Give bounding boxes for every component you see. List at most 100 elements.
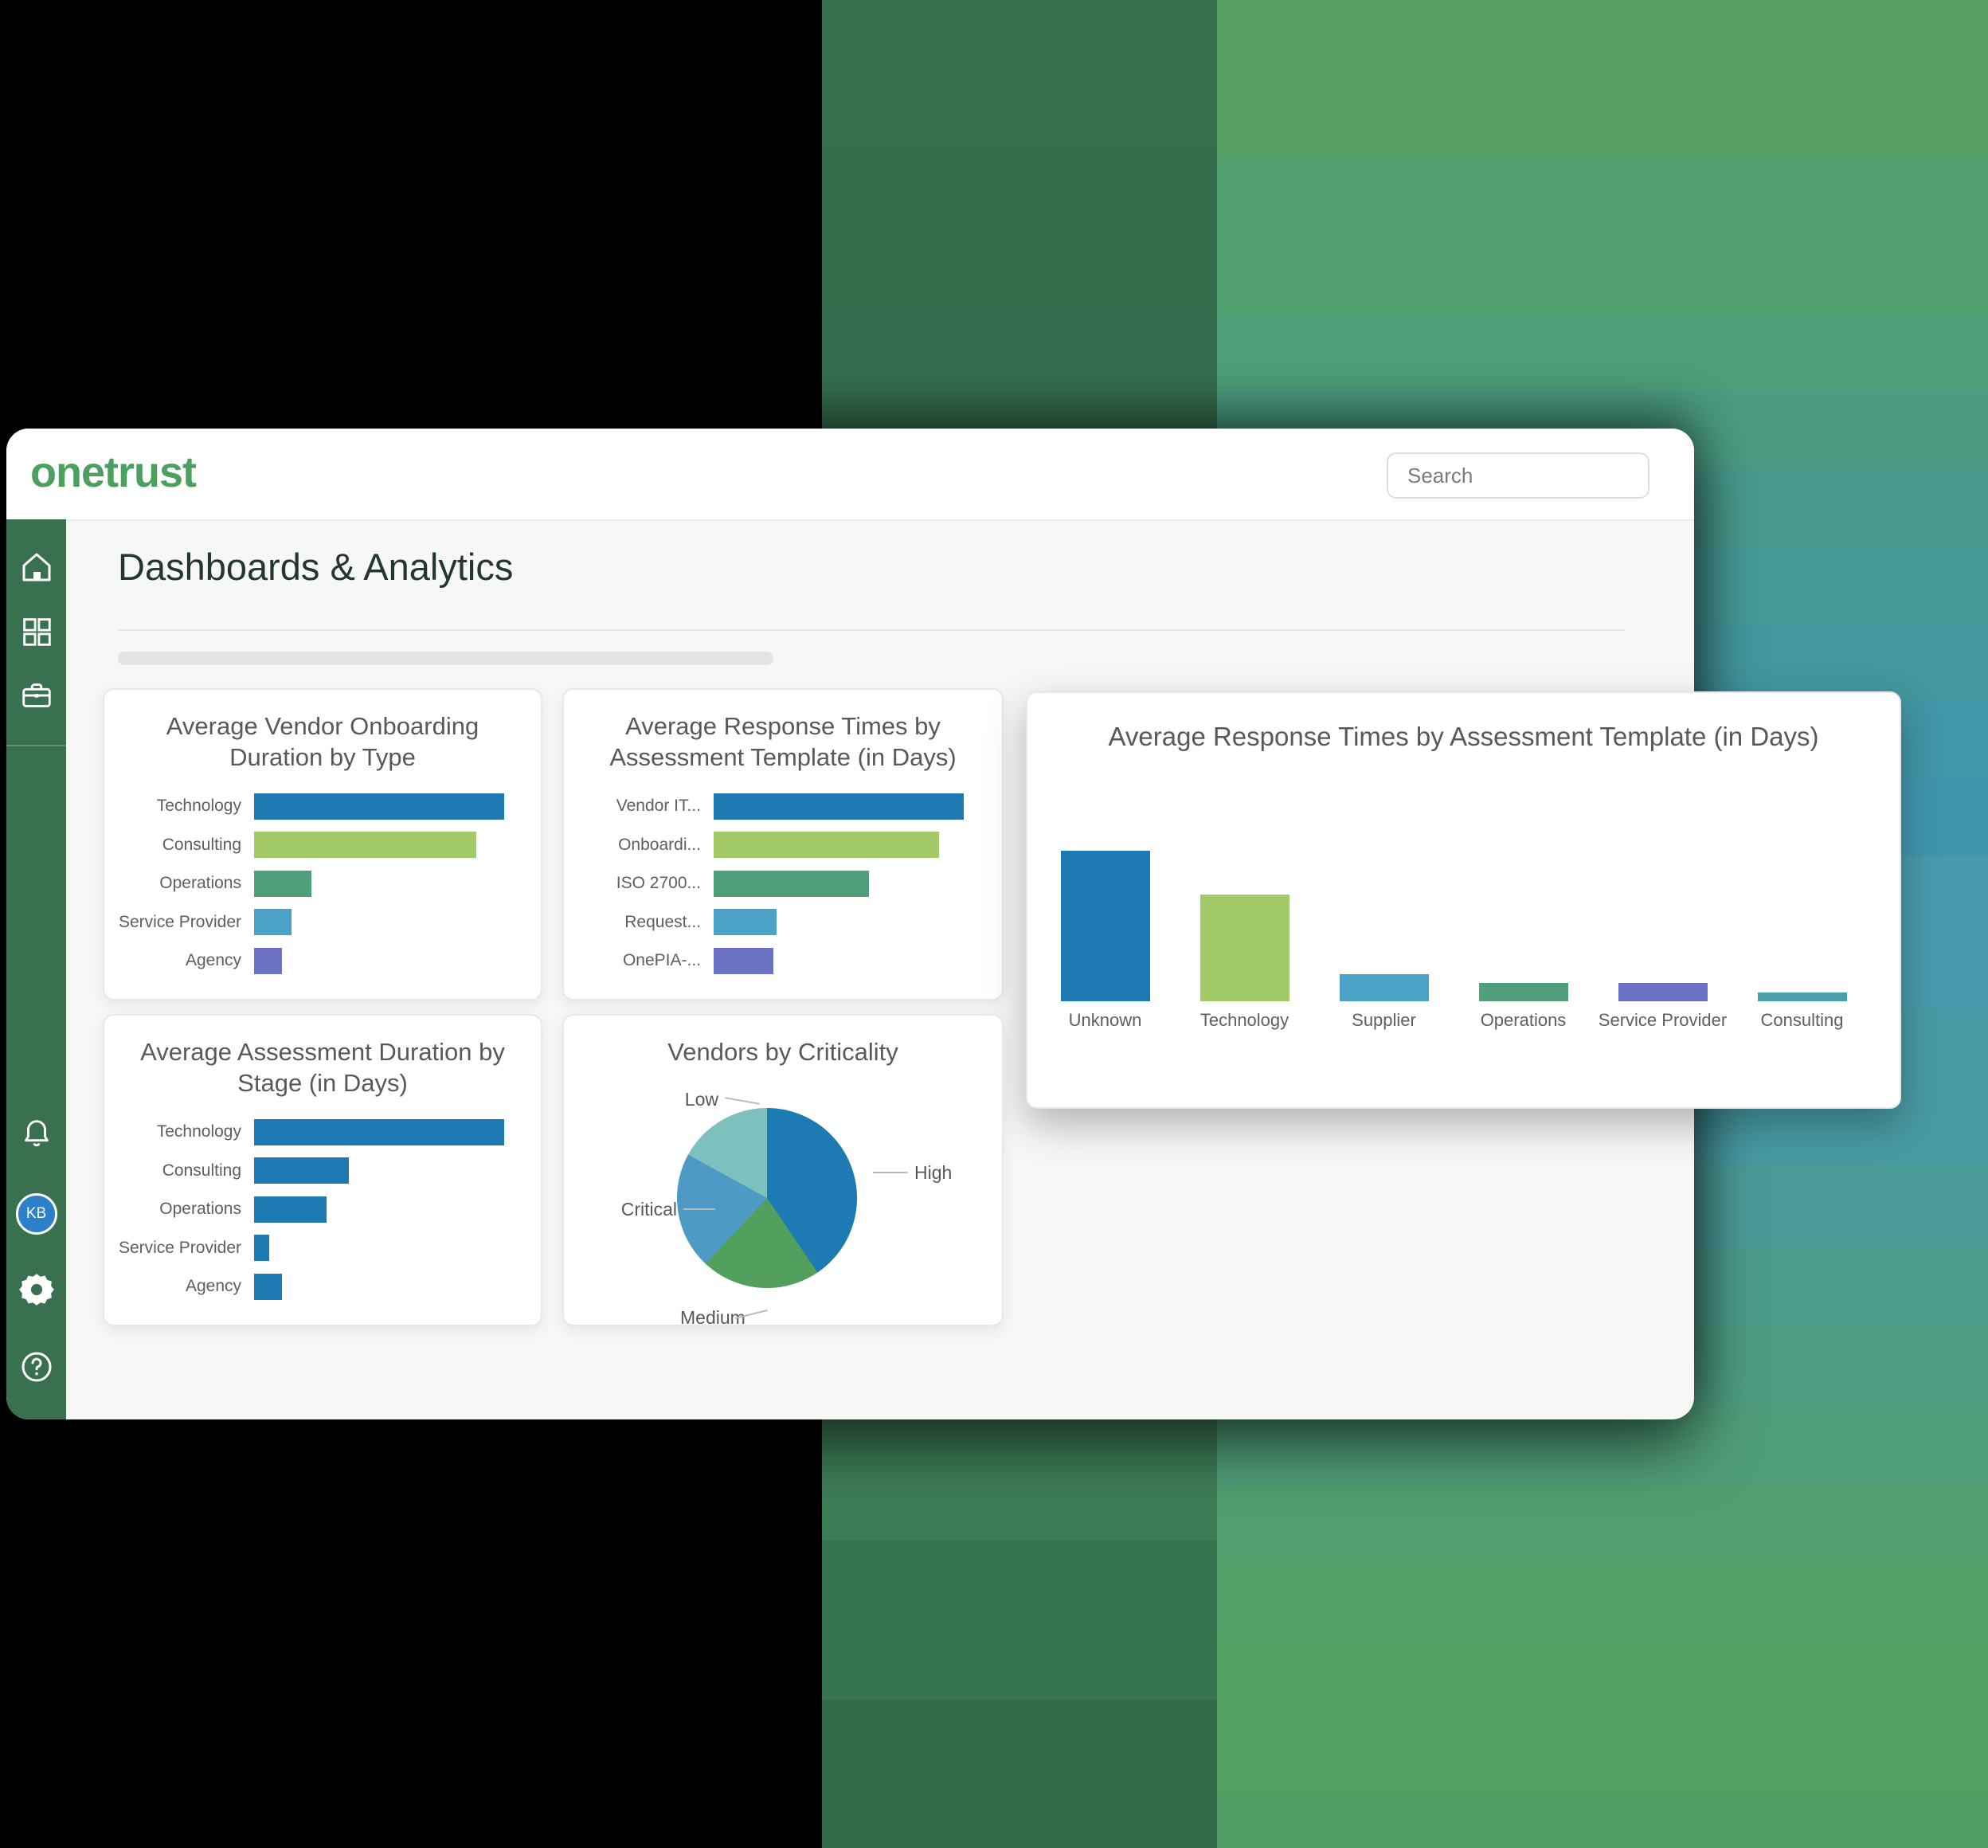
pie-label-critical: Critical xyxy=(620,1199,677,1220)
bar xyxy=(714,947,774,974)
bar xyxy=(254,1157,350,1184)
sidebar-divider xyxy=(6,745,66,746)
bar-label: Operations xyxy=(159,1200,241,1219)
pie-chart-vendors-criticality xyxy=(677,1108,857,1288)
title-divider xyxy=(118,629,1625,631)
chart-title: Vendors by Criticality xyxy=(667,1038,898,1066)
help-icon xyxy=(22,1352,51,1382)
column-label: Supplier xyxy=(1352,1010,1416,1030)
sidebar-nav: KB xyxy=(6,519,66,1419)
card-response-times-small: Average Response Times by Assessment Tem… xyxy=(562,688,1004,1000)
bar-row: ISO 2700... xyxy=(564,864,1002,903)
bar-label: Technology xyxy=(156,797,241,816)
sidebar-item-home[interactable] xyxy=(6,548,66,586)
search-box[interactable] xyxy=(1387,452,1676,499)
chart-title: Average Response Times by Assessment Tem… xyxy=(609,712,957,772)
bell-icon xyxy=(24,1120,49,1147)
bar-label: Vendor IT... xyxy=(616,797,701,816)
bar xyxy=(714,793,964,820)
filter-bar-placeholder xyxy=(118,652,773,665)
bar-row: Operations xyxy=(104,864,541,903)
settings-button[interactable] xyxy=(6,1270,66,1310)
hbar-chart-response-times: Vendor IT... Onboardi... ISO 2700... Reques… xyxy=(564,787,1002,981)
bar-row: Vendor IT... xyxy=(564,787,1002,826)
bar xyxy=(254,1273,282,1300)
sidebar-item-dashboards[interactable] xyxy=(6,613,66,650)
bar-label: OnePIA-... xyxy=(622,951,701,970)
column-bar xyxy=(1479,983,1568,1001)
bar xyxy=(714,870,869,897)
bar-label: Request... xyxy=(624,912,701,931)
card-vendor-onboarding-duration: Average Vendor Onboarding Duration by Ty… xyxy=(103,688,542,1000)
bar-row: Consulting xyxy=(104,826,541,865)
column-label: Unknown xyxy=(1068,1010,1142,1030)
column-labels: Unknown Technology Supplier Operations Servi… xyxy=(1035,1010,1872,1031)
app-window: onetrust xyxy=(6,429,1901,1419)
pie-leader-line xyxy=(725,1097,760,1105)
pie-leader-line xyxy=(873,1172,908,1173)
column-slot xyxy=(1479,983,1568,1001)
column-bar xyxy=(1200,894,1289,1001)
pie-label-low: Low xyxy=(684,1089,718,1110)
notifications-button[interactable] xyxy=(6,1115,66,1152)
bar-row: Technology xyxy=(104,787,541,826)
bar xyxy=(254,909,292,936)
chart-title: Average Vendor Onboarding Duration by Ty… xyxy=(166,712,479,772)
page-title: Dashboards & Analytics xyxy=(118,546,514,588)
app-header: onetrust xyxy=(6,429,1694,521)
bar-row: Consulting xyxy=(104,1152,541,1191)
card-assessment-duration: Average Assessment Duration by Stage (in… xyxy=(103,1014,542,1326)
column-slot xyxy=(1758,992,1847,1001)
column-bar xyxy=(1061,851,1150,1001)
home-icon xyxy=(22,553,50,581)
bar xyxy=(714,832,939,859)
search-input[interactable] xyxy=(1406,462,1676,489)
bar-row: Technology xyxy=(104,1113,541,1152)
main-content: Dashboards & Analytics xyxy=(66,519,1694,1419)
onetrust-logo: onetrust xyxy=(30,448,197,496)
bar xyxy=(254,870,312,897)
briefcase-icon xyxy=(22,683,51,707)
bar xyxy=(254,947,282,974)
column-label: Technology xyxy=(1199,1010,1289,1030)
bar-row: Operations xyxy=(104,1190,541,1229)
column-slot xyxy=(1618,983,1708,1001)
chart-title: Average Response Times by Assessment Tem… xyxy=(1108,722,1819,751)
bar-row: Service Provider xyxy=(104,903,541,942)
bar xyxy=(254,1235,269,1262)
apps-grid-icon xyxy=(22,618,51,646)
bar-label: Agency xyxy=(185,951,241,970)
bar-label: Consulting xyxy=(162,835,241,854)
bar-label: Technology xyxy=(156,1122,241,1141)
chart-title: Average Assessment Duration by Stage (in… xyxy=(140,1038,505,1098)
bar xyxy=(714,909,777,936)
bar-row: Request... xyxy=(564,903,1002,942)
column-label: Consulting xyxy=(1760,1010,1844,1030)
column-label: Operations xyxy=(1480,1010,1567,1030)
bar-label: Operations xyxy=(159,874,241,893)
card-response-times-large: Average Response Times by Assessment Tem… xyxy=(1026,691,1901,1109)
column-slot xyxy=(1200,894,1289,1001)
help-button[interactable] xyxy=(6,1348,66,1386)
bar-label: ISO 2700... xyxy=(616,874,701,893)
card-vendors-by-criticality: Vendors by Criticality Low High Critical… xyxy=(562,1014,1004,1328)
column-group xyxy=(1061,850,1897,1001)
bar-row: Service Provider xyxy=(104,1229,541,1268)
column-slot xyxy=(1061,851,1150,1001)
bar xyxy=(254,1196,327,1223)
column-slot xyxy=(1340,973,1429,1001)
column-label: Service Provider xyxy=(1598,1010,1728,1030)
bar-label: Service Provider xyxy=(118,912,241,931)
column-bar xyxy=(1340,973,1429,1001)
bar-row: OnePIA-... xyxy=(564,942,1002,981)
sidebar-item-vendors[interactable] xyxy=(6,677,66,714)
bar xyxy=(254,793,504,820)
pie-leader-line xyxy=(683,1208,715,1210)
bar xyxy=(254,832,477,859)
bar-label: Onboardi... xyxy=(618,835,701,854)
user-avatar[interactable]: KB xyxy=(6,1193,66,1235)
bar-label: Consulting xyxy=(162,1161,241,1180)
column-bar xyxy=(1758,992,1847,1001)
hbar-chart-assessment-duration: Technology Consulting Operations Service Pr… xyxy=(104,1113,541,1306)
column-bar xyxy=(1618,983,1708,1001)
